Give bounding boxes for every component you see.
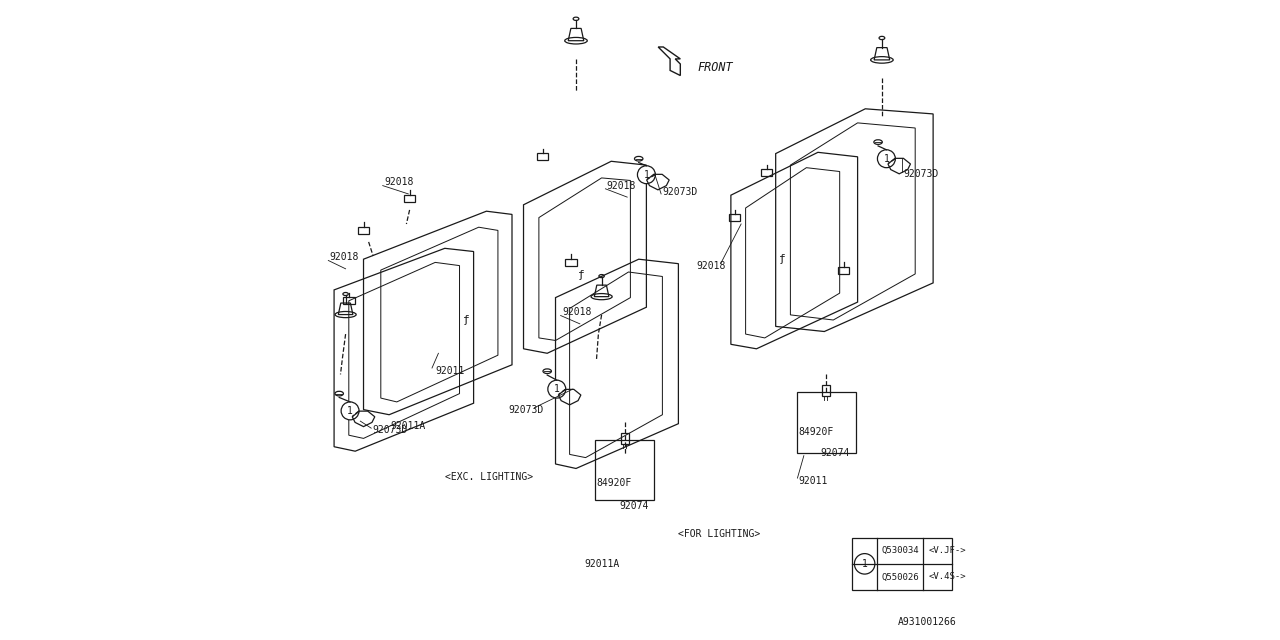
Text: 92011A: 92011A	[584, 559, 620, 570]
Text: 92011: 92011	[799, 476, 828, 486]
Text: Q550026: Q550026	[881, 572, 919, 582]
Text: ƒ: ƒ	[577, 270, 585, 280]
Text: 92074: 92074	[820, 448, 850, 458]
Text: 1: 1	[883, 154, 890, 164]
Text: 1: 1	[861, 559, 868, 569]
Text: 92011A: 92011A	[390, 420, 426, 431]
Ellipse shape	[543, 369, 552, 374]
Text: 92074: 92074	[620, 500, 649, 511]
Text: 92073D: 92073D	[663, 187, 698, 197]
Ellipse shape	[635, 156, 643, 161]
Text: 92073D: 92073D	[508, 404, 544, 415]
Text: 92018: 92018	[330, 252, 358, 262]
Text: <V.JF->: <V.JF->	[929, 546, 966, 556]
Text: 92018: 92018	[562, 307, 591, 317]
Text: <V.4S->: <V.4S->	[929, 572, 966, 582]
Ellipse shape	[335, 391, 343, 396]
Circle shape	[548, 380, 566, 398]
Text: 84920F: 84920F	[596, 478, 632, 488]
Text: ƒ: ƒ	[462, 315, 470, 325]
Circle shape	[878, 150, 896, 168]
Text: A931001266: A931001266	[899, 617, 957, 627]
Text: 92018: 92018	[384, 177, 413, 188]
Text: 84920F: 84920F	[799, 427, 835, 437]
Text: <EXC. LIGHTING>: <EXC. LIGHTING>	[445, 472, 532, 482]
Circle shape	[637, 166, 655, 184]
Text: ƒ: ƒ	[778, 254, 786, 264]
Text: FRONT: FRONT	[698, 61, 733, 74]
Ellipse shape	[874, 140, 882, 145]
Text: 92018: 92018	[696, 260, 726, 271]
Text: 92018: 92018	[607, 180, 636, 191]
Text: 92073D: 92073D	[904, 169, 940, 179]
Text: 92073D: 92073D	[372, 425, 408, 435]
Text: 1: 1	[644, 170, 649, 180]
Circle shape	[340, 402, 358, 420]
Text: Q530034: Q530034	[881, 546, 919, 556]
Circle shape	[855, 554, 876, 574]
Text: 1: 1	[347, 406, 353, 416]
Text: 92011: 92011	[435, 366, 465, 376]
Text: <FOR LIGHTING>: <FOR LIGHTING>	[678, 529, 760, 540]
Text: 1: 1	[554, 384, 559, 394]
